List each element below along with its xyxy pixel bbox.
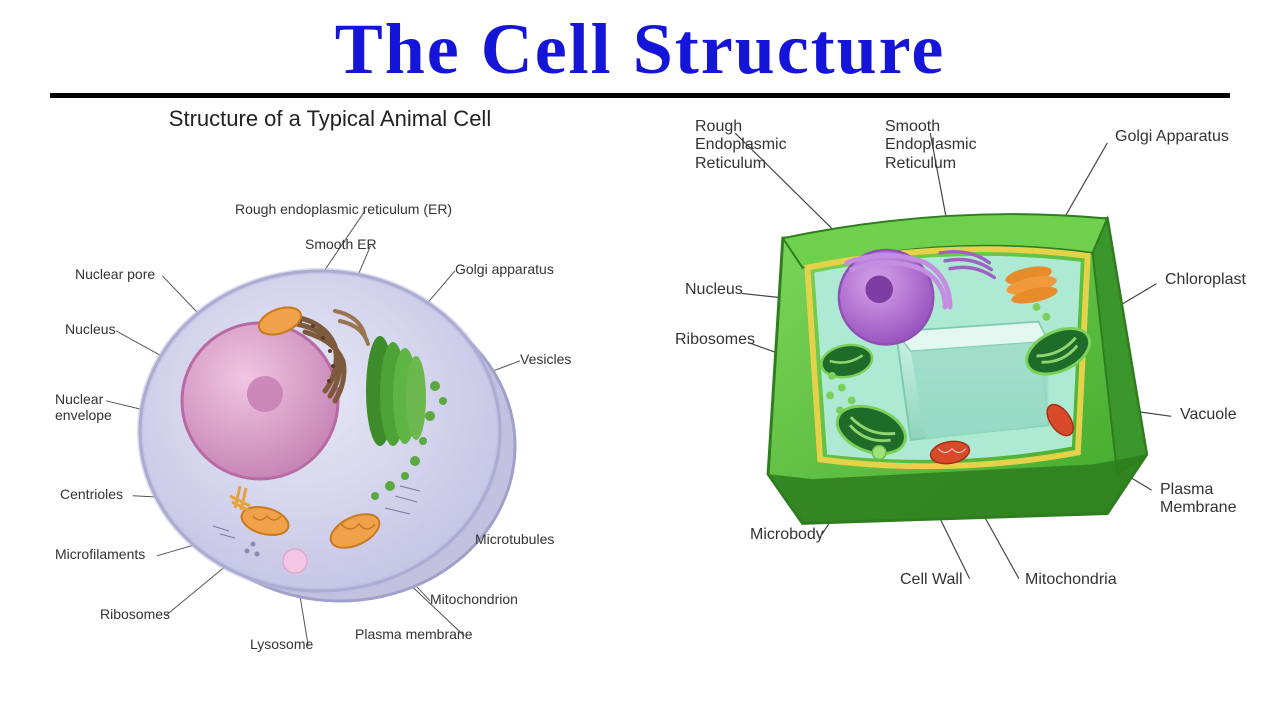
label-rough-endoplasmic-reticulum-er: Rough endoplasmic reticulum (ER) [235,201,452,217]
label-plasma-membrane: Plasma membrane [355,626,473,642]
label-smooth-er: Smooth ER [305,236,377,252]
animal-nucleolus [247,376,283,412]
label-nuclear-pore: Nuclear pore [75,266,155,282]
plant-vacuole [896,322,1048,440]
title-underline [50,93,1230,98]
animal-lysosome [283,549,307,573]
plant-nucleolus [865,276,893,304]
animal-cell-panel: Structure of a Typical Animal Cell [35,106,625,676]
label-microtubules: Microtubules [475,531,554,547]
label-vacuole: Vacuole [1180,406,1237,424]
label-nuclear-envelope: Nuclearenvelope [55,391,175,423]
label-cell-wall: Cell Wall [900,571,963,589]
label-mitochondria: Mitochondria [1025,571,1117,589]
label-ribosomes: Ribosomes [675,331,755,349]
animal-cell-subtitle: Structure of a Typical Animal Cell [35,106,625,132]
diagram-container: Structure of a Typical Animal Cell [0,106,1280,676]
plant-microbody [872,446,886,460]
label-microfilaments: Microfilaments [55,546,145,562]
label-ribosomes: Ribosomes [100,606,170,622]
label-nucleus: Nucleus [65,321,116,337]
label-golgi-apparatus: Golgi Apparatus [1115,128,1229,146]
label-centrioles: Centrioles [60,486,123,502]
label-golgi-apparatus: Golgi apparatus [455,261,554,277]
label-nucleus: Nucleus [685,281,743,299]
label-mitochondrion: Mitochondrion [430,591,518,607]
label-microbody: Microbody [750,526,824,544]
label-rough-endoplasmic-reticulum: RoughEndoplasmicReticulum [695,118,815,173]
plant-cell-svg [655,106,1245,626]
label-vesicles: Vesicles [520,351,571,367]
label-lysosome: Lysosome [250,636,313,652]
page-title: The Cell Structure [0,0,1280,91]
plant-cell-panel: RoughEndoplasmicReticulum SmoothEndoplasm… [655,106,1245,676]
label-smooth-endoplasmic-reticulum: SmoothEndoplasmicReticulum [885,118,1005,173]
label-chloroplast: Chloroplast [1165,271,1246,289]
label-plasma-membrane: PlasmaMembrane [1160,481,1280,518]
